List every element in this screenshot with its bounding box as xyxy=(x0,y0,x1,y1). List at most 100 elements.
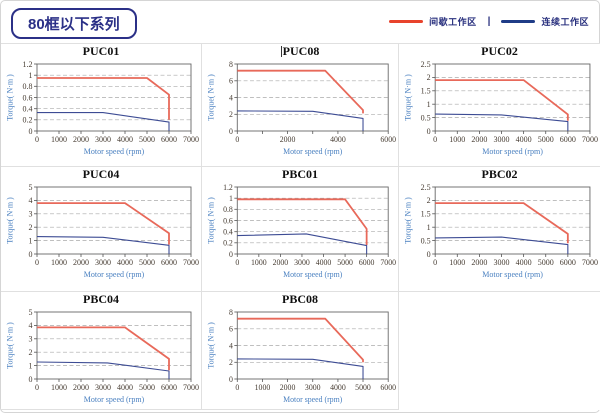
svg-text:6: 6 xyxy=(229,325,233,334)
svg-text:6000: 6000 xyxy=(161,383,177,392)
svg-text:0.8: 0.8 xyxy=(223,205,233,214)
svg-text:0: 0 xyxy=(427,250,431,259)
svg-text:2: 2 xyxy=(229,358,233,367)
svg-text:3000: 3000 xyxy=(294,258,310,267)
svg-text:3000: 3000 xyxy=(95,135,111,144)
svg-text:2.5: 2.5 xyxy=(421,183,431,192)
svg-text:3000: 3000 xyxy=(95,383,111,392)
legend-separator: | xyxy=(487,16,491,27)
torque-speed-plot: 0 1000 2000 3000 4000 5000 6000 7000 0 0.2 0.4 0.6 0… xyxy=(6,60,200,156)
svg-text:7000: 7000 xyxy=(183,135,199,144)
svg-text:8: 8 xyxy=(229,60,233,69)
svg-text:4: 4 xyxy=(229,341,233,350)
chart-cell-puc01: PUC01 0 1000 2000 3000 4000 5000 6000 7000 0 0.2 0… xyxy=(1,44,202,167)
svg-text:0.2: 0.2 xyxy=(223,239,233,248)
torque-speed-plot: 0 1000 2000 3000 4000 5000 6000 7000 0 0.5 1 1.5 2 2.… xyxy=(404,183,598,279)
svg-text:2: 2 xyxy=(427,73,431,82)
svg-text:0: 0 xyxy=(229,250,233,259)
svg-text:3: 3 xyxy=(29,210,33,219)
chart-plot-puc04: 0 1000 2000 3000 4000 5000 6000 7000 0 1 2 3 4 5 Motor… xyxy=(1,182,201,286)
svg-text:2000: 2000 xyxy=(280,383,296,392)
svg-text:Torque( N·m ): Torque( N·m ) xyxy=(404,74,413,121)
svg-text:3000: 3000 xyxy=(95,258,111,267)
svg-text:4000: 4000 xyxy=(117,135,133,144)
chart-cell-pbc08: PBC08 0 1000 2000 3000 4000 5000 6000 0 2 4 6 8 Moto… xyxy=(202,292,399,410)
chart-title: PUC04 xyxy=(82,167,120,181)
svg-text:2: 2 xyxy=(29,348,33,357)
svg-text:Torque( N·m ): Torque( N·m ) xyxy=(6,197,15,244)
svg-text:Motor speed (rpm): Motor speed (rpm) xyxy=(84,147,145,156)
svg-text:0: 0 xyxy=(35,383,39,392)
chart-title: PUC08 xyxy=(280,44,320,58)
text-cursor-icon xyxy=(280,46,282,57)
svg-text:Motor speed (rpm): Motor speed (rpm) xyxy=(482,147,543,156)
svg-text:1: 1 xyxy=(229,194,233,203)
legend-label-continuous: 连续工作区 xyxy=(541,17,589,27)
svg-text:3000: 3000 xyxy=(493,258,509,267)
svg-text:Motor speed (rpm): Motor speed (rpm) xyxy=(283,147,342,156)
svg-text:2000: 2000 xyxy=(280,135,296,144)
svg-text:2000: 2000 xyxy=(273,258,289,267)
svg-text:2: 2 xyxy=(427,196,431,205)
svg-text:1: 1 xyxy=(29,361,33,370)
svg-text:7000: 7000 xyxy=(582,258,598,267)
svg-text:0: 0 xyxy=(433,135,437,144)
svg-text:0: 0 xyxy=(29,375,33,384)
chart-title: PUC01 xyxy=(82,44,120,58)
svg-text:6000: 6000 xyxy=(380,135,396,144)
svg-text:4000: 4000 xyxy=(330,135,346,144)
svg-text:0.6: 0.6 xyxy=(23,93,33,102)
chart-plot-pbc01: 0 1000 2000 3000 4000 5000 6000 7000 0 0.2 0.4 0.6 0… xyxy=(202,182,398,286)
svg-text:0.4: 0.4 xyxy=(23,105,33,114)
torque-speed-plot: 0 2000 4000 6000 0 2 4 6 8 Motor speed (rpm) Torqu… xyxy=(206,60,396,156)
svg-text:1000: 1000 xyxy=(255,383,271,392)
svg-text:5000: 5000 xyxy=(139,258,155,267)
chart-grid: PUC01 0 1000 2000 3000 4000 5000 6000 7000 0 0.2 0… xyxy=(1,43,600,410)
svg-text:2000: 2000 xyxy=(73,135,89,144)
chart-title: PUC02 xyxy=(481,44,518,58)
chart-cell-puc04: PUC04 0 1000 2000 3000 4000 5000 6000 7000 0 1 2 3 4… xyxy=(1,167,202,292)
svg-text:2000: 2000 xyxy=(471,258,487,267)
svg-text:1: 1 xyxy=(427,100,431,109)
svg-text:0: 0 xyxy=(229,375,233,384)
svg-text:5000: 5000 xyxy=(538,258,554,267)
svg-text:4: 4 xyxy=(29,321,33,330)
chart-plot-pbc02: 0 1000 2000 3000 4000 5000 6000 7000 0 0.5 1 1.5 2 2.… xyxy=(399,182,600,286)
svg-text:1.2: 1.2 xyxy=(23,60,33,69)
svg-text:6000: 6000 xyxy=(359,258,375,267)
svg-text:7000: 7000 xyxy=(582,135,598,144)
svg-text:3000: 3000 xyxy=(305,383,321,392)
svg-text:5: 5 xyxy=(29,183,33,192)
svg-text:0: 0 xyxy=(433,258,437,267)
svg-text:5000: 5000 xyxy=(538,135,554,144)
svg-text:0: 0 xyxy=(29,250,33,259)
torque-speed-plot: 0 1000 2000 3000 4000 5000 6000 7000 0 1 2 3 4 5 Motor… xyxy=(6,183,200,279)
svg-text:4000: 4000 xyxy=(117,383,133,392)
torque-speed-plot: 0 1000 2000 3000 4000 5000 6000 0 2 4 6 8 Motor spee… xyxy=(206,308,396,404)
svg-text:0.5: 0.5 xyxy=(421,113,431,122)
svg-text:0: 0 xyxy=(35,258,39,267)
torque-speed-plot: 0 1000 2000 3000 4000 5000 6000 7000 0 1 2 3 4 5 Motor… xyxy=(6,308,200,404)
svg-text:6: 6 xyxy=(229,77,233,86)
page-title: 80框以下系列 xyxy=(11,8,137,39)
svg-text:4000: 4000 xyxy=(117,258,133,267)
svg-text:0: 0 xyxy=(35,135,39,144)
chart-cell-pbc02: PBC02 0 1000 2000 3000 4000 5000 6000 7000 0 0.5 1… xyxy=(399,167,600,292)
svg-text:Torque( N·m ): Torque( N·m ) xyxy=(206,74,215,121)
continuous-line-swatch xyxy=(501,20,536,23)
svg-text:0.6: 0.6 xyxy=(223,216,233,225)
svg-text:1000: 1000 xyxy=(449,258,465,267)
svg-text:0.8: 0.8 xyxy=(23,82,33,91)
svg-text:1: 1 xyxy=(427,223,431,232)
svg-text:6000: 6000 xyxy=(560,135,576,144)
svg-text:1000: 1000 xyxy=(51,135,67,144)
svg-text:Torque( N·m ): Torque( N·m ) xyxy=(404,197,413,244)
chart-title: PBC01 xyxy=(282,167,318,181)
svg-text:7000: 7000 xyxy=(183,258,199,267)
svg-text:0: 0 xyxy=(229,127,233,136)
svg-text:4000: 4000 xyxy=(516,258,532,267)
svg-text:1000: 1000 xyxy=(251,258,267,267)
svg-text:5000: 5000 xyxy=(139,135,155,144)
svg-text:Motor speed (rpm): Motor speed (rpm) xyxy=(84,395,145,404)
